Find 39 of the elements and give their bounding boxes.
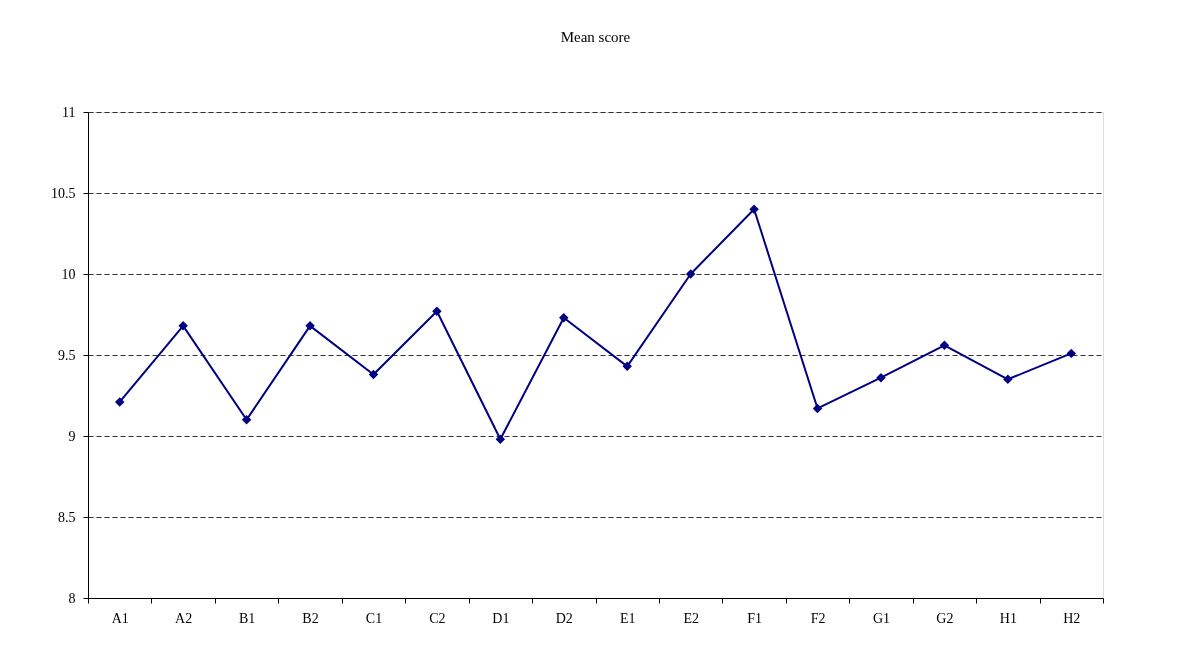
point xyxy=(812,403,823,414)
y-tick-label: 8.5 xyxy=(58,509,76,525)
x-tick-label: C2 xyxy=(429,610,446,626)
x-tick-label: H1 xyxy=(999,610,1017,626)
x-tick-label: G2 xyxy=(936,610,954,626)
chart-title: Mean score xyxy=(560,29,631,45)
point xyxy=(368,369,379,380)
x-tick-label: G1 xyxy=(872,610,891,626)
point xyxy=(622,361,632,372)
y-tick-label: 10 xyxy=(61,266,76,282)
y-tick-label: 9.5 xyxy=(58,347,76,363)
point xyxy=(178,321,188,331)
point xyxy=(939,340,950,351)
point xyxy=(685,269,696,279)
point xyxy=(495,434,506,444)
point xyxy=(241,415,252,425)
point xyxy=(1066,348,1077,359)
y-tick-label: 8 xyxy=(68,590,76,606)
x-tick-label: D1 xyxy=(492,610,510,626)
x-tick-label: A2 xyxy=(175,610,193,626)
x-tick-label: B1 xyxy=(238,610,256,626)
point xyxy=(876,372,886,383)
x-tick-label: C1 xyxy=(365,610,383,626)
point xyxy=(114,397,125,407)
x-tick-label: D2 xyxy=(555,610,573,626)
x-tick-label: B2 xyxy=(302,610,319,626)
point xyxy=(432,306,442,316)
x-tick-label: A1 xyxy=(111,610,129,626)
y-tick-label: 11 xyxy=(62,104,76,120)
y-tick-label: 10.5 xyxy=(51,185,76,201)
x-tick-label: E1 xyxy=(619,610,636,626)
x-tick-label: H2 xyxy=(1063,610,1081,626)
y-tick-label: 9 xyxy=(68,428,76,444)
point xyxy=(1003,374,1013,385)
x-tick-label: F2 xyxy=(810,610,826,626)
point xyxy=(749,204,759,214)
point xyxy=(559,313,569,323)
x-tick-label: F1 xyxy=(747,610,762,626)
x-tick-label: E2 xyxy=(683,610,699,626)
